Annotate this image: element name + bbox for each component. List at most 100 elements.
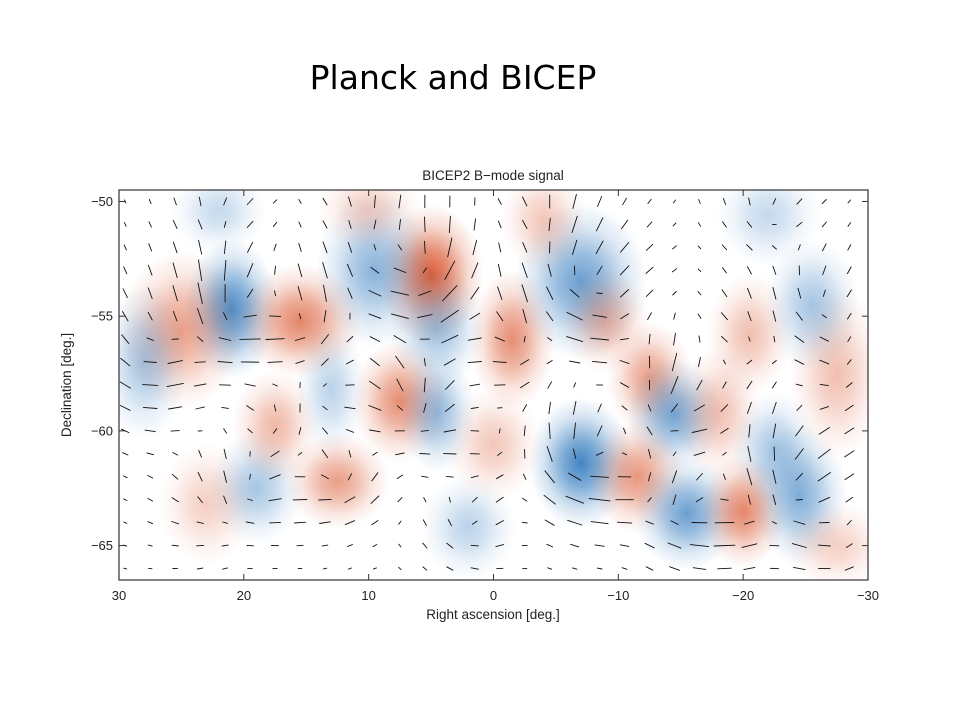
polarization-vector — [171, 521, 180, 525]
polarization-vector — [772, 423, 777, 439]
polarization-vector — [648, 448, 652, 459]
polarization-vector — [294, 521, 306, 524]
polarization-vector — [847, 222, 852, 227]
polarization-vector — [847, 336, 852, 342]
polarization-vector — [819, 383, 829, 387]
polarization-vector — [395, 452, 405, 456]
polarization-vector — [422, 267, 427, 274]
polarization-vector — [744, 520, 755, 525]
polarization-vector — [443, 358, 456, 366]
polarization-vector — [269, 474, 281, 480]
polarization-vector — [495, 520, 504, 526]
polarization-vector — [167, 360, 183, 364]
polarization-vector — [520, 381, 530, 389]
polarization-vector — [345, 429, 355, 433]
polarization-vector — [673, 332, 676, 346]
polarization-vector — [221, 544, 229, 547]
polarization-vector — [270, 450, 280, 457]
polarization-vector — [368, 405, 382, 411]
polarization-vector — [147, 521, 153, 525]
heat-blob — [316, 190, 421, 252]
polarization-vector — [424, 216, 426, 233]
polarization-vector — [623, 427, 627, 435]
polarization-vector — [397, 497, 403, 503]
polarization-vector — [616, 521, 633, 524]
x-tick-label: −10 — [607, 588, 629, 603]
polarization-vector — [172, 473, 179, 480]
polarization-vector — [223, 240, 227, 255]
polarization-vector — [322, 567, 328, 570]
polarization-vector — [596, 265, 603, 275]
polarization-vector — [594, 544, 605, 547]
polarization-vector — [470, 406, 479, 409]
polarization-vector — [522, 242, 528, 253]
polarization-vector — [844, 450, 855, 458]
polarization-vector — [748, 336, 751, 342]
polarization-vector — [741, 543, 758, 548]
polarization-vector — [147, 475, 154, 479]
polarization-vector — [721, 289, 728, 298]
polarization-vector — [722, 359, 726, 365]
polarization-vector — [422, 566, 428, 571]
polarization-vector — [197, 496, 203, 504]
polarization-vector — [274, 265, 276, 275]
polarization-vector — [297, 263, 303, 278]
polarization-vector — [397, 244, 403, 251]
polarization-vector — [369, 336, 381, 342]
polarization-vector — [239, 338, 261, 340]
polarization-vector — [247, 498, 253, 501]
heat-blob — [421, 474, 516, 580]
polarization-vector — [346, 263, 353, 277]
polarization-vector — [442, 285, 458, 302]
polarization-vector — [821, 221, 827, 228]
polarization-vector — [796, 198, 803, 205]
polarization-vector — [223, 197, 227, 206]
polarization-vector — [748, 424, 751, 438]
polarization-vector — [223, 428, 227, 434]
polarization-vector — [272, 383, 278, 387]
polarization-vector — [122, 288, 128, 299]
polarization-vector — [147, 287, 153, 300]
polarization-vector — [573, 422, 576, 440]
polarization-vector — [523, 425, 526, 437]
polarization-vector — [471, 262, 479, 279]
polarization-vector — [246, 405, 255, 411]
polarization-vector — [373, 219, 377, 230]
polarization-vector — [247, 241, 254, 253]
polarization-vector — [321, 449, 329, 459]
polarization-vector — [218, 337, 232, 341]
polarization-vector — [320, 334, 329, 345]
polarization-vector — [497, 198, 502, 205]
polarization-vector — [569, 289, 580, 298]
polarization-vector — [795, 311, 803, 321]
x-tick-label: 0 — [490, 588, 497, 603]
polarization-vector — [845, 382, 853, 388]
polarization-vector — [644, 542, 655, 549]
polarization-vector — [572, 194, 577, 209]
polarization-vector — [123, 222, 127, 227]
polarization-vector — [547, 337, 553, 342]
polarization-vector — [697, 245, 702, 250]
polarization-vector — [171, 544, 179, 547]
polarization-vector — [123, 567, 128, 570]
polarization-vector — [445, 380, 455, 390]
polarization-vector — [246, 220, 254, 228]
polarization-vector — [522, 497, 528, 502]
polarization-vector — [492, 361, 507, 363]
polarization-vector — [344, 406, 356, 410]
polarization-vector — [147, 264, 153, 276]
polarization-vector — [217, 361, 233, 364]
polarization-vector — [346, 336, 354, 343]
polarization-vector — [444, 260, 456, 280]
polarization-vector — [223, 448, 227, 459]
polarization-vector — [647, 404, 652, 412]
polarization-vector — [546, 286, 554, 300]
polarization-vector — [470, 567, 479, 570]
chart-title: BICEP2 B−mode signal — [422, 168, 563, 183]
polarization-vector — [221, 406, 229, 409]
polarization-vector — [620, 313, 630, 320]
polarization-vector — [590, 521, 609, 525]
polarization-vector — [520, 359, 530, 366]
polarization-vector — [819, 359, 830, 365]
